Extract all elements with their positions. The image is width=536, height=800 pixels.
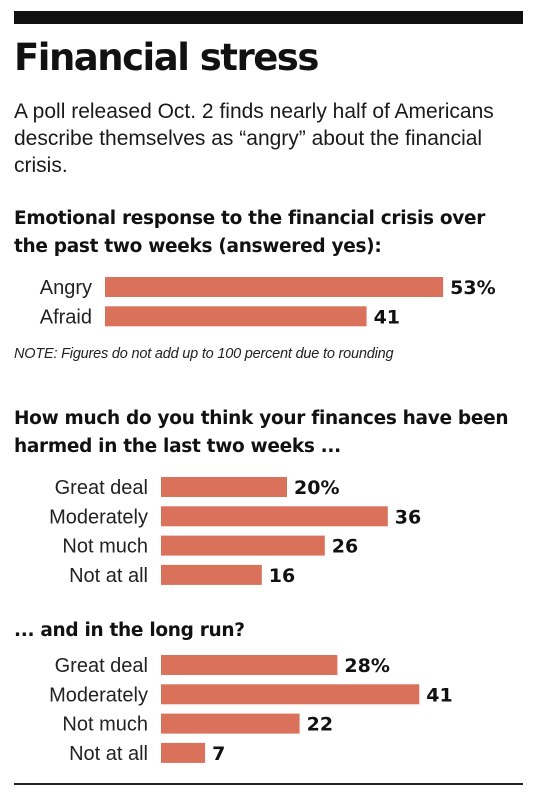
category-label: Moderately: [49, 684, 148, 706]
bar: [161, 684, 420, 705]
short-term-harm-chart: Great deal 20% Moderately 36 Not much 26 Not a…: [49, 477, 421, 587]
value-label: 41: [374, 306, 400, 328]
long-term-harm-chart: Great deal 28% Moderately 41 Not much 22 Not a…: [49, 655, 453, 765]
bar: [105, 277, 444, 297]
category-label: Moderately: [49, 506, 148, 528]
top-rule: [14, 11, 523, 24]
bar: [161, 477, 287, 497]
value-label: 53%: [450, 277, 495, 299]
bar: [161, 506, 388, 527]
value-label: 36: [395, 506, 421, 528]
value-label: 22: [307, 714, 333, 736]
bottom-rule: [14, 783, 523, 785]
bar: [161, 564, 262, 585]
category-label: Not much: [62, 714, 148, 736]
graphic-title: Financial stress: [14, 36, 319, 79]
emotional-response-chart: Angry 53% Afraid 41: [40, 277, 496, 328]
value-label: 16: [269, 565, 295, 587]
bar: [161, 655, 338, 675]
category-label: Not at all: [69, 565, 148, 587]
chart-1-title: Emotional response to the financial cris…: [14, 208, 486, 257]
chart-2-title: How much do you think your finances have…: [14, 408, 509, 457]
value-label: 28%: [344, 655, 389, 677]
category-label: Not at all: [69, 743, 148, 765]
intro-text: A poll released Oct. 2 finds nearly half…: [14, 100, 494, 177]
category-label: Afraid: [40, 306, 92, 328]
bar: [161, 742, 206, 763]
value-label: 26: [332, 536, 358, 558]
bar: [161, 713, 300, 734]
category-label: Great deal: [55, 655, 148, 677]
bar: [161, 535, 325, 556]
value-label: 41: [426, 684, 452, 706]
value-label: 7: [212, 743, 225, 765]
category-label: Great deal: [55, 477, 148, 499]
category-label: Angry: [40, 277, 92, 299]
rounding-note: NOTE: Figures do not add up to 100 perce…: [14, 346, 394, 362]
category-label: Not much: [62, 536, 148, 558]
bar: [105, 306, 367, 327]
chart-3-title: ... and in the long run?: [14, 620, 245, 641]
value-label: 20%: [294, 477, 339, 499]
